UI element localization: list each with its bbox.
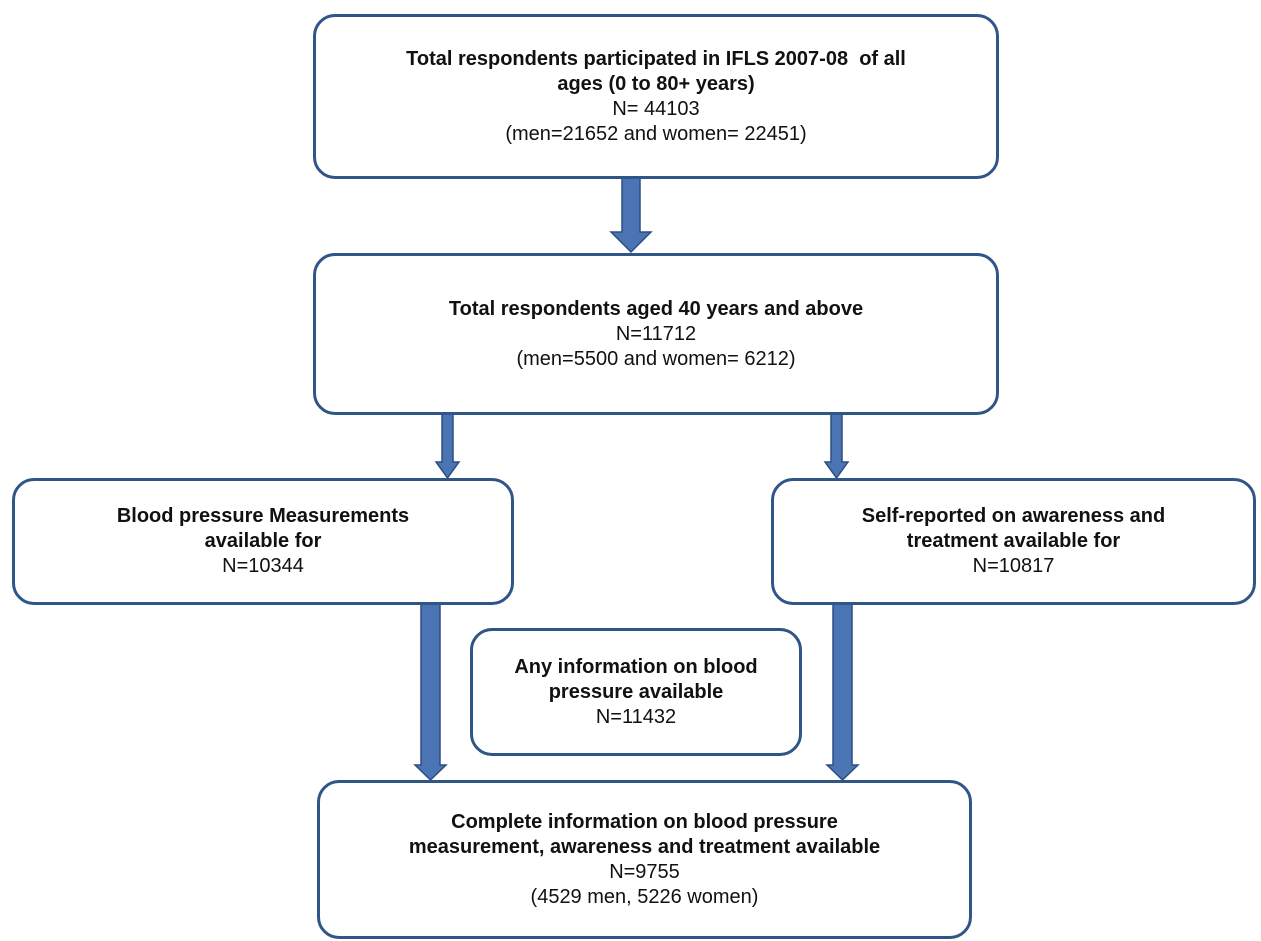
arrow xyxy=(609,177,653,254)
node-text: N=11712 xyxy=(615,322,697,345)
node-text: N=9755 xyxy=(609,860,680,883)
arrow xyxy=(823,413,850,480)
node-title: Self-reported on awareness and xyxy=(861,505,1166,527)
node: Blood pressure Measurements available fo… xyxy=(12,478,514,605)
node-title: measurement, awareness and treatment ava… xyxy=(408,835,881,858)
node-title: Total respondents aged 40 years and abov… xyxy=(448,297,864,320)
arrow xyxy=(434,413,461,480)
node: Total respondents aged 40 years and abov… xyxy=(313,253,999,415)
node-title: ages (0 to 80+ years) xyxy=(557,72,755,95)
node-title: available for xyxy=(204,530,322,552)
node-title: Blood pressure Measurements xyxy=(116,505,410,527)
node-title: treatment available for xyxy=(906,530,1121,552)
arrow xyxy=(413,603,448,782)
arrow xyxy=(825,603,860,782)
node-title: Total respondents participated in IFLS 2… xyxy=(406,47,906,70)
node: Complete information on blood pressure m… xyxy=(317,780,972,939)
node: Any information on blood pressure availa… xyxy=(470,628,802,756)
node-text: (men=21652 and women= 22451) xyxy=(505,122,807,145)
node-text: N=10817 xyxy=(972,555,1055,577)
node-text: N=10344 xyxy=(222,555,304,577)
node: Total respondents participated in IFLS 2… xyxy=(313,14,999,179)
node-title: pressure available xyxy=(548,680,724,703)
node-title: Complete information on blood pressure xyxy=(451,810,838,833)
node-text: N= 44103 xyxy=(612,97,700,120)
node-title: Any information on blood xyxy=(514,655,758,678)
node-text: (men=5500 and women= 6212) xyxy=(516,347,796,370)
node: Self-reported on awareness and treatment… xyxy=(771,478,1256,605)
node-text: N=11432 xyxy=(595,705,677,728)
node-text: (4529 men, 5226 women) xyxy=(530,885,759,908)
